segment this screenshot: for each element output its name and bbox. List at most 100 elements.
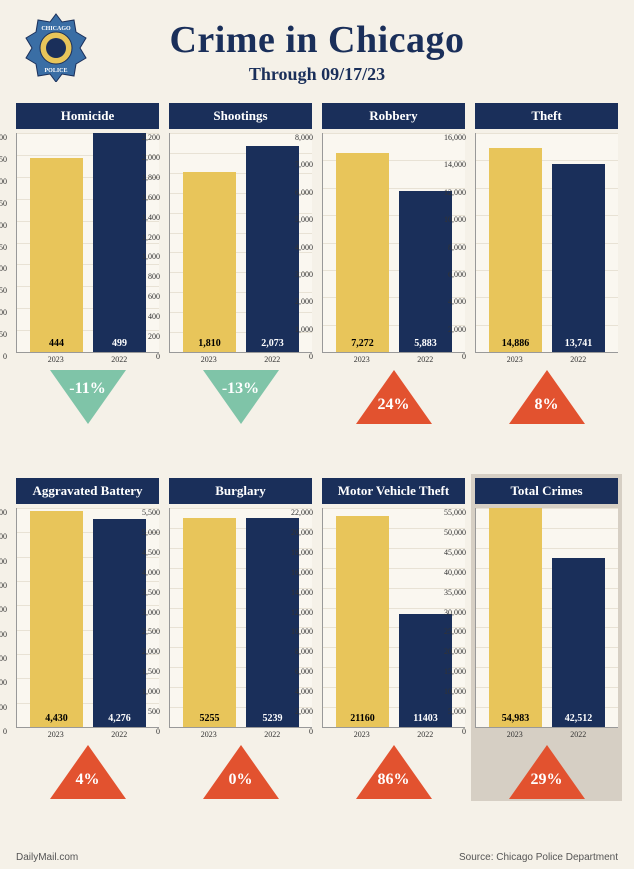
y-tick-label: 0	[156, 352, 160, 361]
x-axis-label: 2022	[399, 355, 452, 364]
y-tick-label: 14,000	[444, 160, 466, 169]
change-indicator: 24%	[322, 370, 465, 426]
y-tick-label: 200	[148, 332, 160, 341]
change-indicator: 8%	[475, 370, 618, 426]
y-tick-label: 12,000	[444, 188, 466, 197]
panel-title: Motor Vehicle Theft	[322, 478, 465, 504]
bar-value-label: 42,512	[552, 713, 605, 724]
svg-text:CHICAGO: CHICAGO	[41, 26, 71, 32]
y-tick-label: 55,000	[444, 508, 466, 517]
y-tick-label: 5,500	[142, 508, 160, 517]
y-tick-label: 300	[0, 221, 7, 230]
panel-title: Homicide	[16, 103, 159, 129]
y-tick-label: 8,000	[448, 243, 466, 252]
y-tick-label: 2,000	[295, 707, 313, 716]
y-tick-label: 45,000	[444, 548, 466, 557]
y-tick-label: 0	[462, 727, 466, 736]
y-tick-label: 0	[462, 352, 466, 361]
y-tick-label: 8,000	[295, 133, 313, 142]
y-tick-label: 15,000	[444, 667, 466, 676]
y-tick-label: 10,000	[444, 687, 466, 696]
change-indicator: -11%	[16, 370, 159, 426]
bar-value-label: 5,883	[399, 338, 452, 349]
y-tick-label: 3,000	[142, 608, 160, 617]
y-tick-label: 1,000	[142, 252, 160, 261]
chart-panel: Robbery01,0002,0003,0004,0005,0006,0007,…	[322, 103, 465, 426]
y-tick-label: 4,000	[0, 532, 7, 541]
y-tick-label: 10,000	[291, 627, 313, 636]
up-arrow-icon: 24%	[356, 370, 432, 424]
y-tick-label: 500	[148, 707, 160, 716]
panel-title: Shootings	[169, 103, 312, 129]
police-badge-icon: CHICAGO POLICE	[24, 12, 88, 82]
y-tick-label: 1,500	[0, 654, 7, 663]
y-tick-label: 1,400	[142, 213, 160, 222]
chart-area: 05001,0001,5002,0002,5003,0003,5004,0004…	[169, 508, 312, 728]
x-axis-label: 2023	[29, 730, 82, 739]
bar-2022: 499	[93, 133, 146, 352]
y-tick-label: 2,000	[142, 647, 160, 656]
x-axis-label: 2022	[246, 355, 299, 364]
bar-2023: 21160	[336, 516, 389, 727]
bar-value-label: 21160	[336, 713, 389, 724]
change-percent: 86%	[378, 771, 410, 789]
chart-panel: Theft02,0004,0006,0008,00010,00012,00014…	[475, 103, 618, 426]
panel-title: Aggravated Battery	[16, 478, 159, 504]
y-tick-label: 2,000	[448, 325, 466, 334]
bar-value-label: 2,073	[246, 338, 299, 349]
change-indicator: 0%	[169, 745, 312, 801]
x-axis-label: 2023	[488, 355, 541, 364]
footer: DailyMail.com Source: Chicago Police Dep…	[0, 852, 634, 863]
y-tick-label: 7,000	[295, 160, 313, 169]
change-percent: 8%	[535, 396, 559, 414]
y-tick-label: 350	[0, 199, 7, 208]
y-tick-label: 25,000	[444, 627, 466, 636]
x-axis-label: 2022	[552, 355, 605, 364]
subtitle: Through 09/17/23	[169, 64, 464, 85]
y-tick-label: 1,800	[142, 173, 160, 182]
y-tick-label: 450	[0, 155, 7, 164]
bar-value-label: 5255	[183, 713, 236, 724]
y-tick-label: 20,000	[291, 528, 313, 537]
y-tick-label: 0	[309, 352, 313, 361]
bar-value-label: 4,430	[30, 713, 83, 724]
bar-2023: 5255	[183, 518, 236, 727]
y-tick-label: 1,200	[142, 233, 160, 242]
y-tick-label: 22,000	[291, 508, 313, 517]
bar-2022: 42,512	[552, 558, 605, 727]
y-tick-label: 1,000	[0, 678, 7, 687]
bar-value-label: 14,886	[489, 338, 542, 349]
chart-area: 02,0004,0006,0008,00010,00012,00014,0001…	[475, 133, 618, 353]
x-axis-label: 2022	[93, 730, 146, 739]
down-arrow-icon: -11%	[50, 370, 126, 424]
chart-area: 05001,0001,5002,0002,5003,0003,5004,0004…	[16, 508, 159, 728]
bar-2023: 7,272	[336, 153, 389, 352]
y-tick-label: 4,000	[448, 297, 466, 306]
bar-value-label: 4,276	[93, 713, 146, 724]
y-tick-label: 400	[0, 177, 7, 186]
x-axis-label: 2023	[29, 355, 82, 364]
y-tick-label: 4,500	[142, 548, 160, 557]
panel-title: Total Crimes	[475, 478, 618, 504]
y-tick-label: 0	[3, 352, 7, 361]
y-tick-label: 2,000	[0, 630, 7, 639]
up-arrow-icon: 86%	[356, 745, 432, 799]
main-title: Crime in Chicago	[169, 18, 464, 62]
x-axis-label: 2022	[246, 730, 299, 739]
y-tick-label: 250	[0, 243, 7, 252]
y-tick-label: 50,000	[444, 528, 466, 537]
y-tick-label: 3,000	[295, 270, 313, 279]
x-axis-label: 2023	[335, 730, 388, 739]
y-tick-label: 20,000	[444, 647, 466, 656]
panel-title: Robbery	[322, 103, 465, 129]
footer-credit-right: Source: Chicago Police Department	[459, 852, 618, 863]
change-indicator: 4%	[16, 745, 159, 801]
y-tick-label: 150	[0, 286, 7, 295]
change-percent: 24%	[378, 396, 410, 414]
y-tick-label: 4,000	[295, 687, 313, 696]
x-axis-label: 2023	[335, 355, 388, 364]
y-tick-label: 1,600	[142, 193, 160, 202]
x-axis-label: 2023	[182, 730, 235, 739]
y-tick-label: 50	[0, 330, 7, 339]
bar-value-label: 11403	[399, 713, 452, 724]
